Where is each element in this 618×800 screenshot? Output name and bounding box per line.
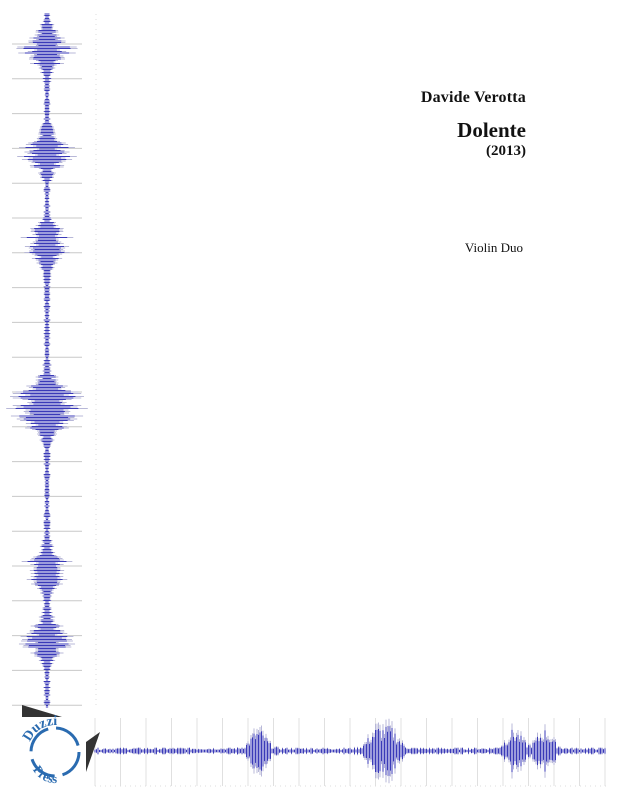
corner-triangle-top: [22, 705, 62, 717]
work-year: (2013): [486, 143, 526, 159]
svg-text:Duzzi: Duzzi: [20, 714, 57, 744]
corner-triangle-right: [86, 732, 100, 772]
vertical-waveform-grid: [12, 14, 97, 706]
horizontal-waveform: [94, 718, 606, 784]
vertical-waveform: [6, 13, 88, 708]
instrumentation: Violin Duo: [464, 240, 523, 255]
work-title: Dolente: [457, 118, 526, 142]
composer-name: Davide Verotta: [420, 89, 526, 106]
publisher-logo: Duzzi Press: [20, 714, 81, 786]
